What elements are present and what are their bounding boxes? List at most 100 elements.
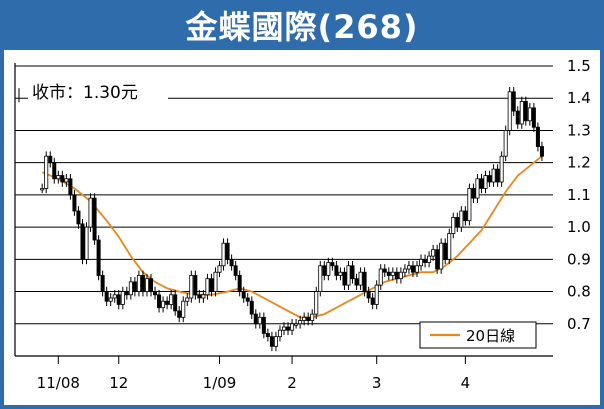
price-body [80, 223, 85, 260]
price-body [64, 178, 69, 183]
price-body [406, 265, 411, 270]
price-bar [64, 173, 69, 187]
price-bar [467, 183, 472, 226]
price-body [402, 268, 407, 273]
price-bar [322, 260, 327, 281]
price-bar [253, 309, 258, 329]
price-body [76, 210, 81, 225]
price-bar [56, 170, 61, 184]
price-bar [338, 267, 343, 281]
price-bar [124, 286, 129, 300]
y-tick-label: 1.0 [567, 218, 591, 236]
price-body [108, 297, 113, 302]
price-body [330, 262, 335, 267]
price-bar [237, 270, 242, 297]
price-body [467, 188, 472, 222]
price-bar [475, 173, 480, 203]
price-body [265, 333, 270, 338]
price-body [370, 297, 375, 305]
price-bar [423, 254, 428, 268]
price-bar [290, 318, 295, 336]
price-body [269, 336, 274, 347]
price-bar [531, 103, 536, 133]
price-body [515, 110, 520, 125]
price-bar [197, 289, 202, 303]
price-body [233, 265, 238, 276]
price-body [503, 130, 508, 157]
price-body [136, 275, 141, 292]
price-body [185, 297, 190, 302]
price-bar [350, 260, 355, 284]
price-bar [148, 273, 153, 297]
price-body [44, 155, 49, 189]
price-body [447, 233, 452, 260]
price-bar [439, 238, 444, 274]
price-bar [519, 96, 524, 129]
price-body [249, 300, 254, 315]
price-bar [491, 164, 496, 187]
price-body [290, 323, 295, 331]
price-bar [366, 286, 371, 303]
price-bar [104, 286, 109, 307]
price-bar [68, 173, 73, 200]
price-bar [161, 296, 166, 313]
price-bar [523, 96, 528, 126]
x-tick-label: 2 [287, 374, 297, 392]
y-tick-label: 0.8 [567, 283, 591, 301]
price-body [144, 278, 149, 292]
price-body [193, 275, 198, 296]
price-bar [294, 318, 299, 329]
price-bar [471, 183, 476, 203]
price-body [499, 155, 504, 183]
price-body [245, 297, 250, 302]
price-bar [40, 183, 45, 194]
price-bar [193, 270, 198, 300]
price-body [40, 188, 45, 191]
price-bar [427, 251, 432, 268]
price-bar [205, 273, 210, 300]
y-tick-label: 0.7 [567, 315, 591, 333]
x-tick-labels: 11/08 12 1/09 2 3 4 [37, 356, 470, 392]
price-bar [92, 193, 97, 245]
price-bar [229, 254, 234, 271]
price-body [346, 265, 351, 286]
price-body [414, 265, 419, 273]
price-bar [100, 270, 105, 297]
price-bar [221, 238, 226, 271]
price-bar [447, 228, 452, 265]
price-body [225, 242, 230, 260]
price-body [427, 255, 432, 263]
axis-layer [14, 63, 553, 357]
price-bar [225, 238, 230, 265]
close-annotation: 收市：1.30元 [18, 81, 168, 104]
price-body [350, 265, 355, 280]
price-bar [132, 277, 137, 297]
price-body [237, 275, 242, 292]
price-body [487, 175, 492, 183]
price-bar [140, 270, 145, 297]
price-body [177, 310, 182, 318]
ma-layer [41, 155, 543, 319]
price-body [435, 249, 440, 270]
price-bar [374, 280, 379, 310]
price-bar [52, 157, 57, 184]
price-body [511, 91, 516, 112]
price-body [306, 316, 311, 321]
price-bar [76, 206, 81, 229]
price-body [197, 294, 202, 299]
price-body [128, 281, 133, 296]
price-body [507, 91, 512, 131]
price-body [354, 278, 359, 286]
price-bar [144, 273, 149, 297]
price-body [273, 336, 278, 347]
price-bar [539, 141, 544, 162]
price-bar [72, 190, 77, 216]
price-body [88, 197, 93, 228]
price-body [366, 291, 371, 299]
price-bar [398, 267, 403, 284]
price-body [419, 258, 424, 267]
price-bar [386, 267, 391, 281]
price-bar [213, 267, 218, 297]
price-body [298, 320, 303, 325]
price-bar [390, 267, 395, 281]
